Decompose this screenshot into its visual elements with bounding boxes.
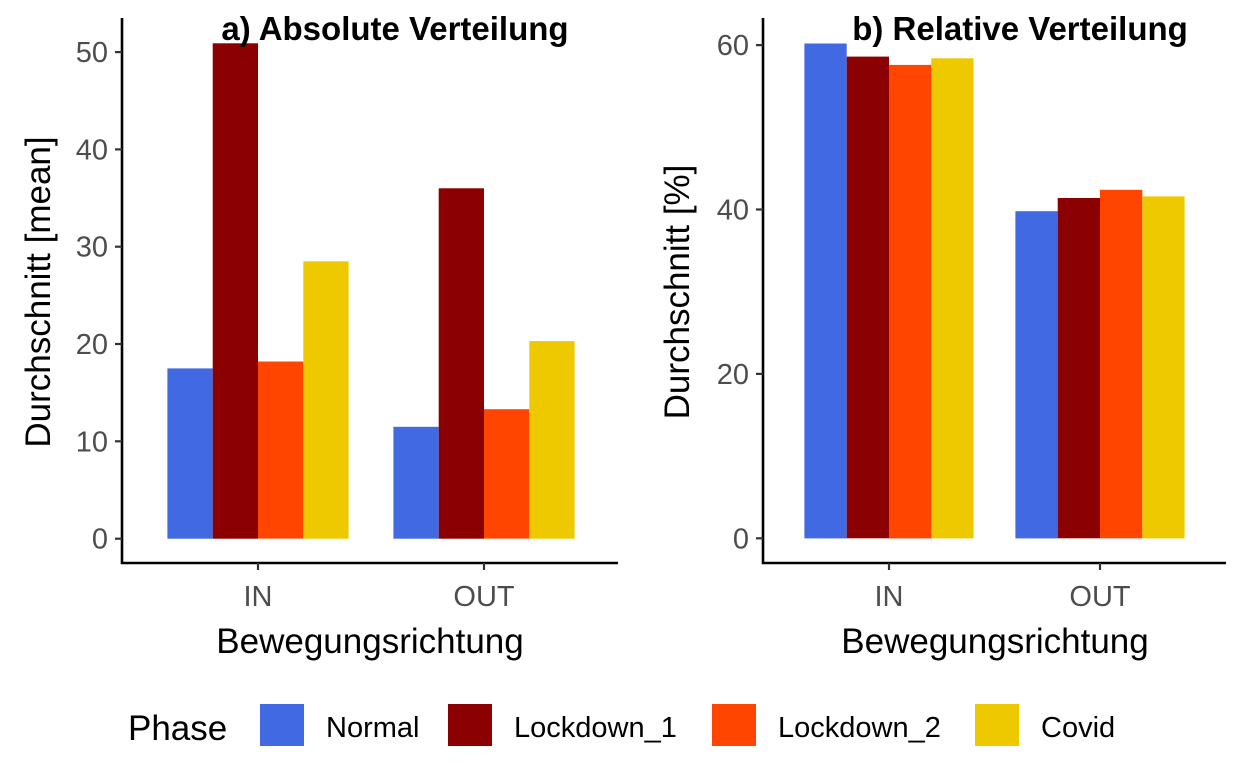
y-tick-label-relative-0: 0: [733, 523, 749, 555]
bar-absolute-in-lockdown-2: [258, 361, 304, 539]
legend-key-lockdown-1: [448, 704, 492, 746]
xlabel-absolute: Bewegungsrichtung: [216, 622, 523, 661]
bar-absolute-out-normal: [393, 426, 439, 539]
y-tick-label-relative-60: 60: [717, 30, 749, 62]
bar-relative-in-lockdown-2: [889, 64, 932, 539]
y-tick-label-relative-20: 20: [717, 359, 749, 391]
bar-absolute-out-lockdown-2: [484, 409, 530, 539]
legend-key-normal: [260, 704, 304, 746]
x-tick-label-absolute-in: IN: [244, 581, 273, 613]
y-tick-label-absolute-0: 0: [92, 524, 108, 556]
y-tick-label-absolute-10: 10: [76, 426, 108, 458]
bar-relative-in-lockdown-1: [846, 56, 889, 539]
legend: Phase Normal Lockdown_1 Lockdown_2 Covid: [128, 704, 1115, 748]
legend-items: Normal Lockdown_1 Lockdown_2 Covid: [260, 704, 1115, 746]
ylabel-relative: Durchschnitt [%]: [658, 165, 697, 420]
bar-absolute-out-covid: [529, 341, 575, 539]
bar-absolute-out-lockdown-1: [438, 188, 484, 539]
title-absolute: a) Absolute Verteilung: [221, 10, 568, 47]
y-tick-label-absolute-20: 20: [76, 329, 108, 361]
axes-relative: 0 20 40 60 IN OUT: [717, 18, 1226, 613]
y-tick-label-absolute-50: 50: [76, 37, 108, 69]
bars-absolute: [167, 43, 575, 539]
legend-title: Phase: [128, 709, 227, 748]
panel-relative: 0 20 40 60 IN OUT b) Relative Verteilung Bewe…: [658, 10, 1226, 661]
bar-relative-in-normal: [804, 43, 847, 539]
bars-relative: [804, 43, 1185, 539]
bar-absolute-in-normal: [167, 368, 213, 539]
legend-key-covid: [975, 704, 1019, 746]
bar-relative-in-covid: [931, 58, 974, 539]
bar-relative-out-normal: [1015, 211, 1058, 539]
title-relative: b) Relative Verteilung: [852, 10, 1188, 47]
x-tick-label-absolute-out: OUT: [453, 581, 515, 613]
xlabel-relative: Bewegungsrichtung: [841, 622, 1148, 661]
x-tick-label-relative-out: OUT: [1069, 581, 1131, 613]
bar-relative-out-lockdown-1: [1057, 198, 1100, 539]
legend-key-lockdown-2: [712, 704, 756, 746]
y-tick-label-absolute-40: 40: [76, 134, 108, 166]
legend-label-lockdown-2: Lockdown_2: [778, 712, 941, 744]
legend-label-covid: Covid: [1041, 712, 1115, 744]
legend-label-lockdown-1: Lockdown_1: [514, 712, 677, 744]
ylabel-absolute: Durchschnitt [mean]: [19, 136, 58, 447]
y-tick-label-relative-40: 40: [717, 195, 749, 227]
bar-absolute-in-lockdown-1: [212, 43, 258, 539]
x-tick-label-relative-in: IN: [875, 581, 904, 613]
bar-relative-out-lockdown-2: [1100, 189, 1143, 539]
y-tick-label-absolute-30: 30: [76, 232, 108, 264]
bar-absolute-in-covid: [303, 261, 349, 539]
legend-label-normal: Normal: [326, 712, 419, 744]
axes-absolute: 0 10 20 30 40 50 IN OUT: [76, 18, 618, 613]
bar-relative-out-covid: [1142, 196, 1185, 539]
